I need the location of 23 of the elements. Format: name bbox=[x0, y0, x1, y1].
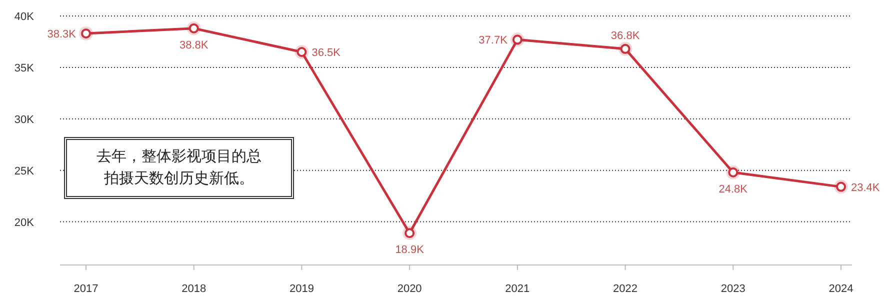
annotation: 去年，整体影视项目的总拍摄天数创历史新低。 bbox=[96, 147, 262, 189]
x-tick-label: 2019 bbox=[289, 283, 314, 295]
data-label: 36.8K bbox=[610, 30, 640, 42]
data-label: 38.3K bbox=[47, 28, 77, 40]
y-tick-label: 20K bbox=[14, 216, 35, 229]
x-tick-label: 2017 bbox=[74, 283, 98, 295]
x-tick-label: 2020 bbox=[397, 283, 422, 295]
data-label: 18.9K bbox=[395, 244, 425, 256]
y-tick-label: 40K bbox=[14, 11, 35, 23]
data-label: 38.8K bbox=[179, 39, 209, 52]
y-tick-label: 25K bbox=[14, 165, 35, 178]
data-label: 23.4K bbox=[851, 182, 880, 194]
x-tick-label: 2021 bbox=[505, 283, 530, 295]
y-tick-label: 30K bbox=[14, 114, 35, 126]
x-tick-label: 2018 bbox=[182, 283, 206, 295]
note-box: 去年，整体影视项目的总拍摄天数创历史新低。 bbox=[64, 137, 294, 199]
x-tick-label: 2022 bbox=[613, 283, 638, 295]
y-tick-label: 35K bbox=[14, 62, 35, 74]
x-tick-label: 2024 bbox=[828, 283, 854, 295]
data-label: 24.8K bbox=[718, 183, 748, 196]
data-label: 37.7K bbox=[478, 34, 508, 47]
x-tick-label: 2023 bbox=[720, 283, 746, 295]
data-label: 36.5K bbox=[312, 47, 342, 60]
